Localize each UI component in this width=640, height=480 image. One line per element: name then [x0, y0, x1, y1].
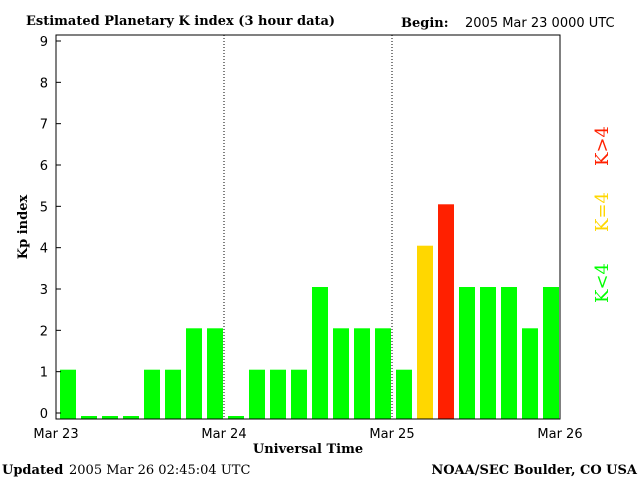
- legend-entry: K>4: [592, 126, 613, 166]
- updated-value: 2005 Mar 26 02:45:04 UTC: [69, 463, 250, 478]
- kp-bar: [501, 287, 517, 419]
- legend-entry: K<4: [592, 263, 613, 303]
- y-tick-label: 0: [40, 407, 48, 422]
- kp-bar: [60, 369, 76, 419]
- day-dividers: [223, 35, 393, 419]
- legend: K<4 K=4 K>4: [592, 126, 613, 303]
- kp-bar: [438, 204, 454, 419]
- kp-bar: [480, 287, 496, 419]
- kp-bar: [186, 328, 202, 419]
- kp-bar: [123, 416, 139, 419]
- kp-bar: [249, 369, 265, 419]
- kp-bar: [396, 369, 412, 419]
- kp-bar: [81, 416, 97, 419]
- x-axis-label: Universal Time: [253, 442, 363, 457]
- y-axis-ticks: 0 1 2 3 4 5 6 7 8 9: [40, 35, 61, 422]
- y-tick-label: 7: [40, 118, 48, 133]
- chart-title: Estimated Planetary K index (3 hour data…: [26, 14, 335, 29]
- credit-text: NOAA/SEC Boulder, CO USA: [431, 463, 638, 478]
- kp-bar: [228, 416, 244, 419]
- kp-bar: [354, 328, 370, 419]
- y-tick-label: 8: [40, 76, 48, 91]
- kp-bar: [333, 328, 349, 419]
- x-axis-ticks: Mar 23 Mar 24 Mar 25 Mar 26: [33, 427, 582, 442]
- plot-frame: [55, 34, 561, 420]
- kp-bar: [102, 416, 118, 419]
- begin-value: 2005 Mar 23 0000 UTC: [465, 16, 615, 31]
- kp-bar: [312, 287, 328, 419]
- x-tick-label: Mar 25: [369, 427, 414, 442]
- y-tick-label: 2: [40, 324, 48, 339]
- y-tick-label: 5: [40, 200, 48, 215]
- kp-bar: [165, 369, 181, 419]
- y-tick-label: 3: [40, 283, 48, 298]
- x-tick-label: Mar 23: [33, 427, 78, 442]
- y-tick-label: 4: [40, 242, 48, 257]
- kp-bar: [375, 328, 391, 419]
- y-tick-label: 9: [40, 35, 48, 50]
- begin-label: Begin:: [401, 16, 449, 31]
- bars-group: [60, 204, 559, 419]
- kp-bar: [417, 245, 433, 419]
- kp-bar: [459, 287, 475, 419]
- kp-bar: [291, 369, 307, 419]
- kp-bar: [144, 369, 160, 419]
- x-tick-label: Mar 26: [537, 427, 582, 442]
- y-axis-label: Kp index: [16, 195, 31, 260]
- updated-label: Updated: [2, 463, 63, 478]
- kp-bar: [270, 369, 286, 419]
- kp-bar: [522, 328, 538, 419]
- legend-entry: K=4: [592, 192, 613, 232]
- y-tick-label: 6: [40, 159, 48, 174]
- kp-bar: [207, 328, 223, 419]
- y-tick-label: 1: [40, 366, 48, 381]
- kp-bar: [543, 287, 559, 419]
- x-tick-label: Mar 24: [201, 427, 246, 442]
